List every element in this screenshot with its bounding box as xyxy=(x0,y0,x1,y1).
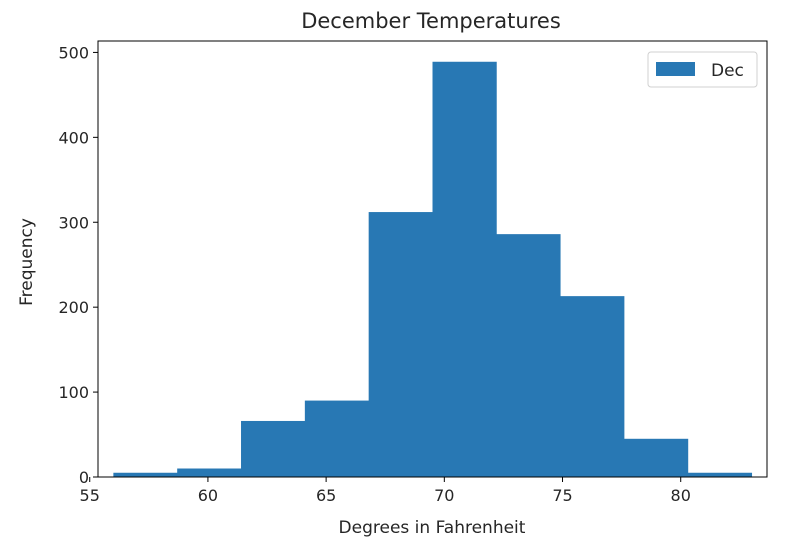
y-tick-label: 500 xyxy=(58,43,89,62)
chart-title: December Temperatures xyxy=(301,9,561,33)
histogram-bar xyxy=(368,212,433,477)
legend-box xyxy=(647,51,758,88)
legend-swatch xyxy=(656,62,695,76)
y-tick-label: 0 xyxy=(79,468,89,487)
y-axis-label: Frequency xyxy=(17,218,37,306)
histogram-bar xyxy=(560,296,625,477)
y-tick-label: 100 xyxy=(58,383,89,402)
legend: Dec xyxy=(647,51,758,88)
legend-label: Dec xyxy=(711,61,744,81)
ticks-layer: 55 60 65 70 75 80 0 100 200 300 400 500 xyxy=(58,43,690,505)
bars-layer xyxy=(113,61,753,477)
x-tick-label: 55 xyxy=(80,486,100,505)
histogram-bar xyxy=(113,472,178,477)
x-tick-label: 60 xyxy=(198,486,218,505)
histogram-bar xyxy=(177,468,242,477)
histogram-bar xyxy=(623,438,689,477)
x-axis-label: Degrees in Fahrenheit xyxy=(339,518,526,538)
x-tick-label: 75 xyxy=(552,486,572,505)
x-tick-label: 70 xyxy=(434,486,454,505)
y-tick-label: 200 xyxy=(58,298,89,317)
histogram-bar xyxy=(432,61,497,477)
y-tick-label: 400 xyxy=(58,128,89,147)
x-tick-label: 65 xyxy=(316,486,336,505)
y-tick-label: 300 xyxy=(58,213,89,232)
histogram-bar xyxy=(241,420,306,477)
x-tick-label: 80 xyxy=(671,486,691,505)
plot-frame xyxy=(97,40,768,478)
histogram-bar xyxy=(304,400,370,477)
histogram-bar xyxy=(496,234,561,477)
histogram-bar xyxy=(687,472,753,477)
